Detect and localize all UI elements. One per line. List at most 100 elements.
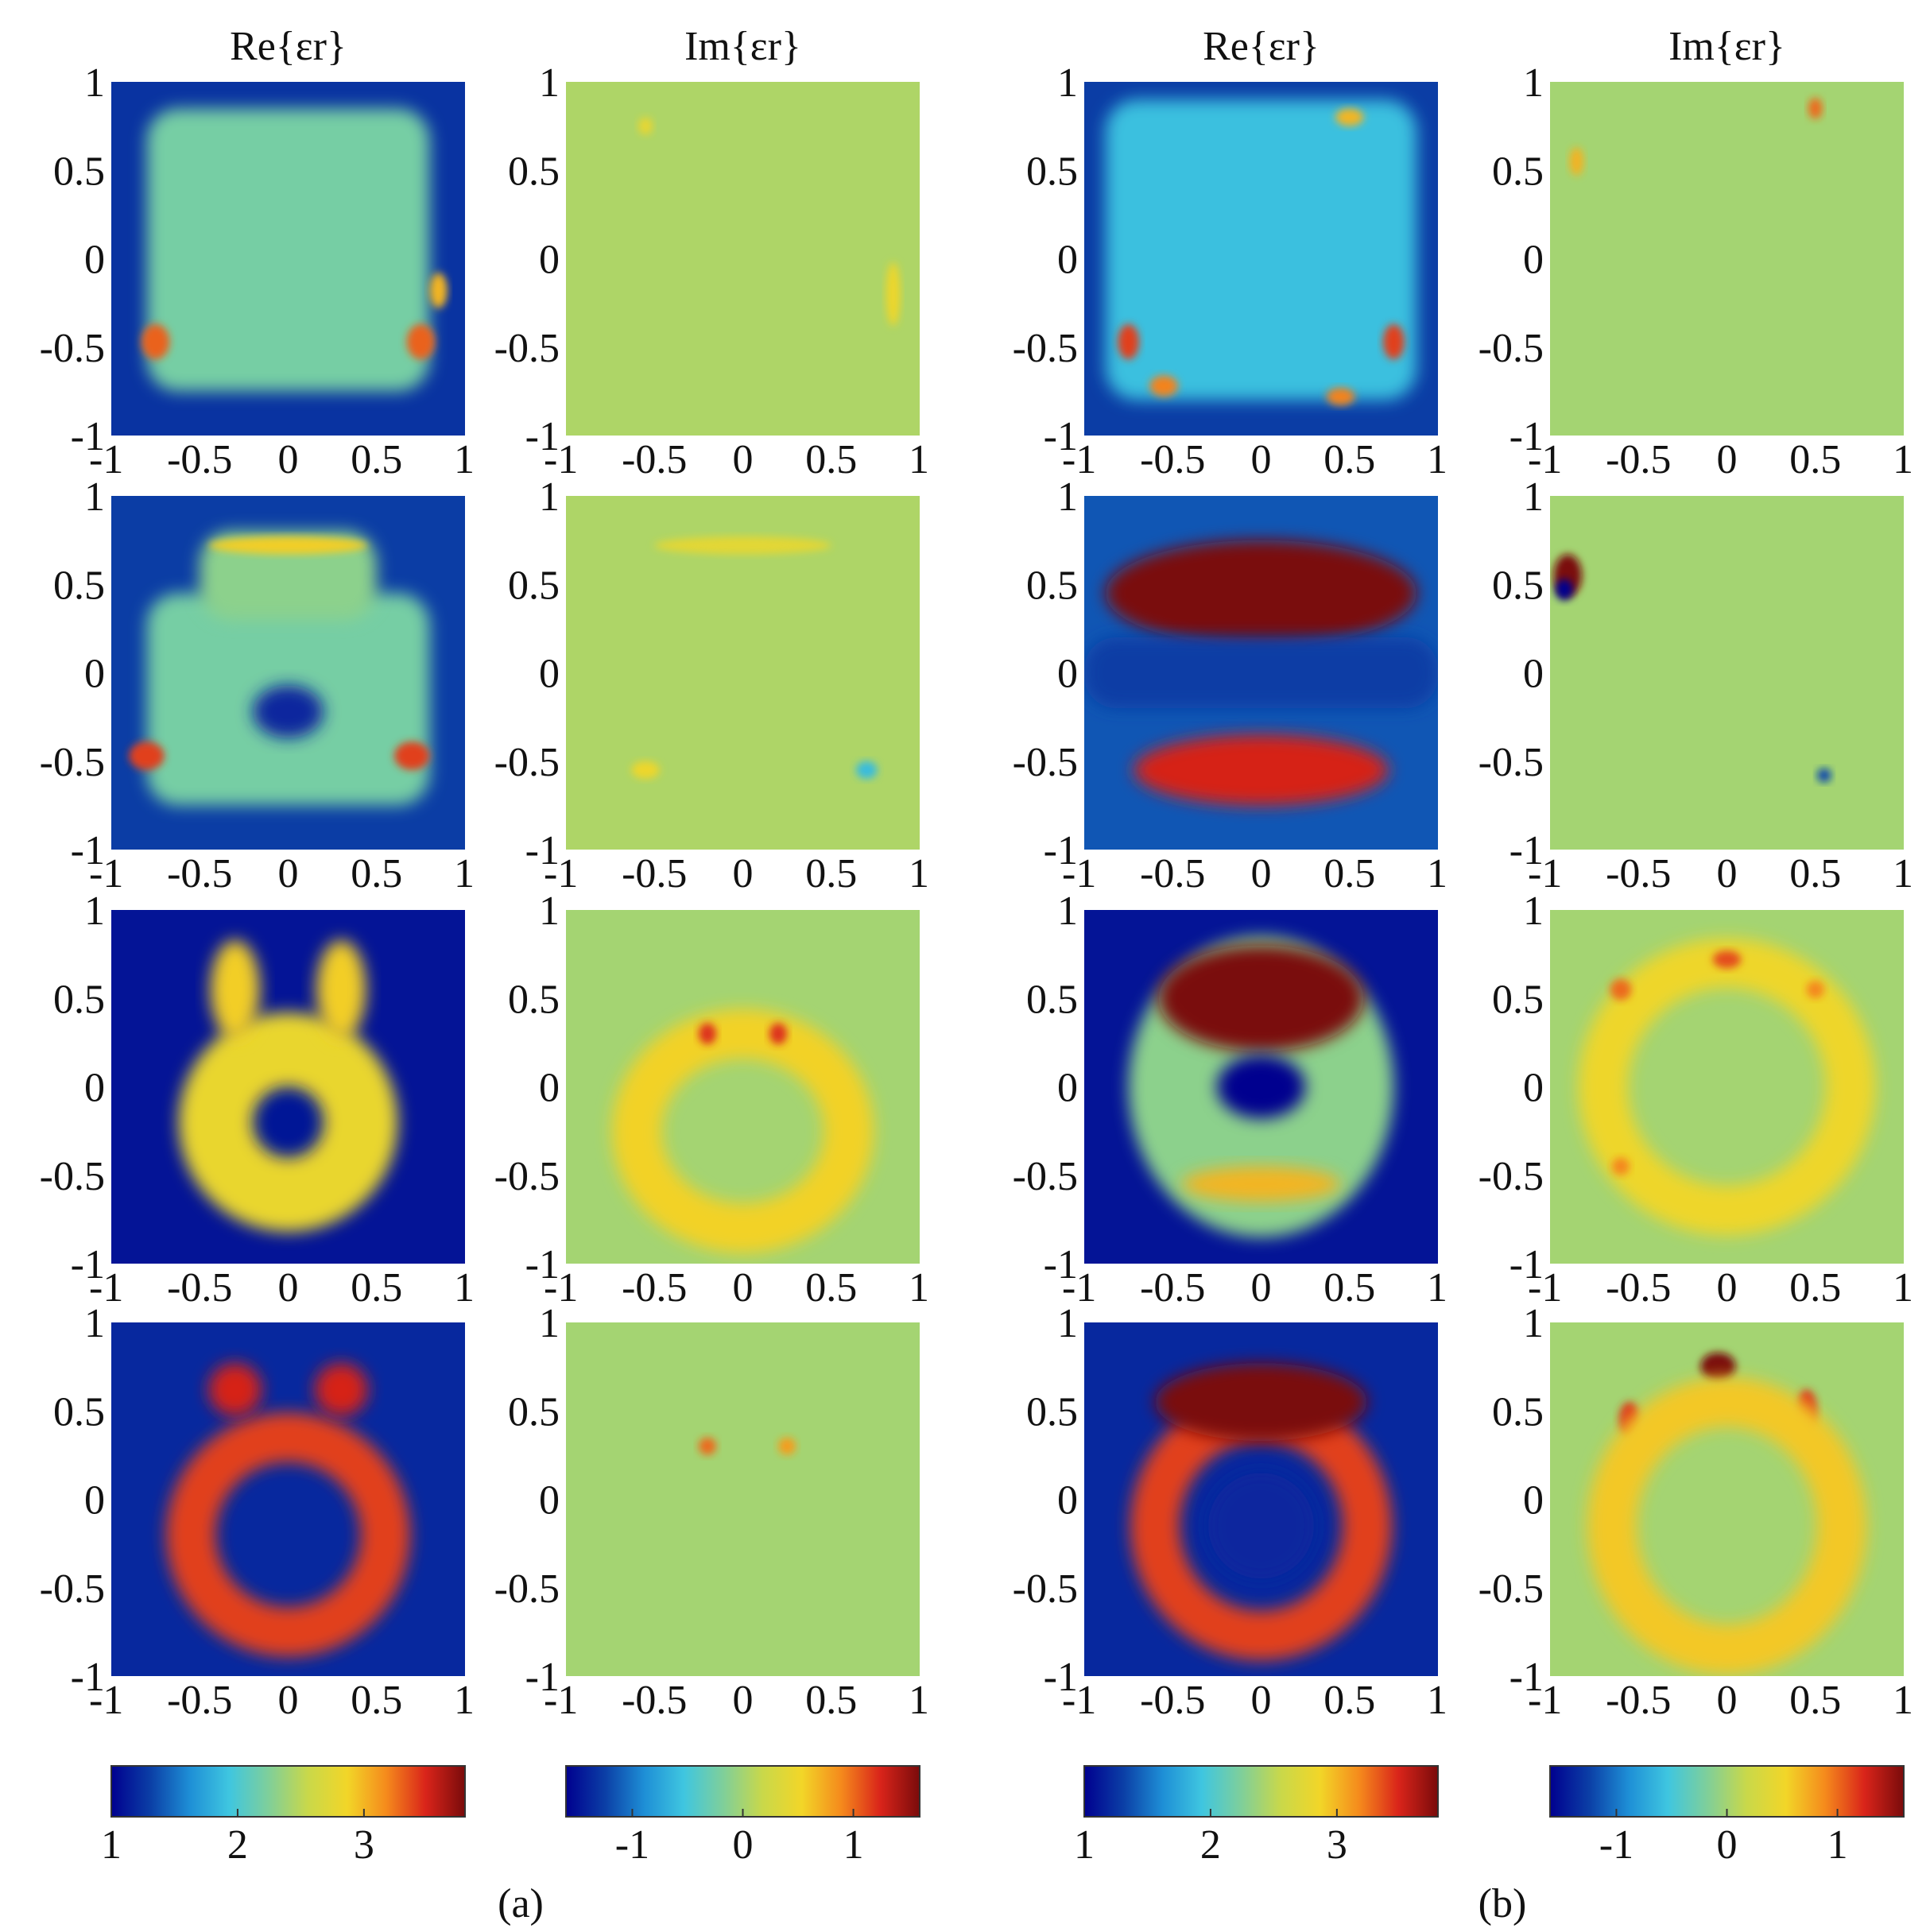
x-tick-label: -0.5 [1140,1678,1205,1723]
panel-background [1550,82,1904,436]
heat-feature-blob [1383,323,1405,360]
x-tick-label: 0 [733,851,754,896]
heat-feature-blob [769,1023,788,1045]
panel-background [566,1322,920,1676]
column-header-3: Re{εr} [1203,24,1320,69]
colorbar-1: 1 2 3 [101,1765,466,1868]
heat-feature-box [200,531,377,620]
colorbar-2: -1 0 1 [565,1765,920,1868]
heat-feature-ring [165,1412,411,1657]
heat-feature-blob [1335,108,1364,126]
y-tick-label: -0.5 [1013,1566,1078,1612]
x-tick-label: -1 [1062,1678,1096,1723]
x-tick-label: -0.5 [1140,1265,1205,1311]
heat-feature-blob [1610,978,1632,1001]
x-tick-label: -1 [544,851,578,896]
y-tick-label: 0.5 [508,977,560,1022]
heat-feature-blob [698,1023,717,1045]
x-tick-label: -1 [89,1265,123,1311]
y-tick-label: -0.5 [1479,1566,1544,1612]
y-tick-label: 0.5 [1026,563,1078,608]
y-tick-label: 0 [1057,652,1078,697]
y-tick-label: 0 [1057,1478,1078,1524]
colorbar-gradient [1083,1765,1439,1818]
y-tick-label: -0.5 [494,740,560,785]
colorbar-tick-label: 2 [227,1822,248,1868]
panel-r4-c4 [1550,1322,1904,1676]
x-tick-label: 0.5 [351,437,402,482]
x-tick-label: 1 [1427,1678,1448,1723]
y-tick-label: 1 [84,889,105,934]
x-tick-label: 0.5 [1789,1265,1841,1311]
y-tick-label: 0 [84,238,105,283]
y-tick-label: -1 [525,414,560,459]
x-tick-label: 1 [909,851,929,896]
heat-feature-ellipse [1105,540,1417,647]
heat-feature-ellipse [208,1363,262,1416]
x-tick-label: 1 [1893,851,1913,896]
y-tick-label: 1 [1523,474,1544,520]
heat-feature-blob [429,273,448,308]
panel-r1-c4 [1550,82,1904,436]
heat-feature-blob [1808,98,1823,119]
y-tick-label: 0.5 [508,149,560,194]
heat-feature-ellipse [1181,1166,1341,1202]
heat-feature-box [1084,637,1438,708]
y-tick-label: -1 [1510,1242,1544,1287]
colorbar-tick-label: 1 [843,1822,864,1868]
x-tick-label: -1 [1062,437,1096,482]
heat-feature-blob [208,536,368,555]
x-tick-label: -0.5 [1606,851,1671,896]
y-tick-label: 0.5 [53,977,105,1022]
x-tick-label: 0 [278,1678,299,1723]
panel-r2-c3 [1084,496,1438,850]
y-tick-label: 1 [1057,889,1078,934]
panel-r1-c3 [1084,82,1438,436]
x-tick-label: 0 [1717,851,1738,896]
y-tick-label: 0.5 [53,149,105,194]
y-tick-label: 0 [84,1066,105,1111]
panel-background [566,496,920,850]
y-tick-label: -0.5 [494,1154,560,1199]
x-tick-label: 0 [278,437,299,482]
y-tick-label: -0.5 [40,740,105,785]
x-tick-label: 0.5 [351,1265,402,1311]
x-tick-label: 0 [1251,437,1272,482]
colorbar-tick-label: 2 [1200,1822,1221,1868]
y-tick-label: 0 [1523,1066,1544,1111]
heat-feature-blob [778,1437,796,1455]
x-tick-label: -1 [89,851,123,896]
x-tick-label: 0.5 [1323,1678,1375,1723]
y-tick-label: 0 [1523,652,1544,697]
heat-feature-box [1105,99,1417,401]
y-tick-label: -0.5 [1013,326,1078,371]
panel-r3-c4 [1550,910,1904,1264]
x-tick-label: 1 [909,1265,929,1311]
colorbar-3: 1 2 3 [1074,1765,1439,1868]
y-tick-label: -1 [1510,828,1544,873]
y-tick-label: -0.5 [1013,740,1078,785]
x-tick-label: 1 [909,1678,929,1723]
x-tick-label: 0.5 [1789,1678,1841,1723]
x-tick-label: -0.5 [1140,851,1205,896]
y-tick-label: 0.5 [1026,149,1078,194]
x-tick-label: -1 [1528,851,1562,896]
panel-r2-c1 [111,496,465,850]
x-tick-label: 1 [909,437,929,482]
panel-r1-c2 [566,82,920,436]
heat-feature-blob [886,261,901,327]
y-tick-label: 1 [1523,60,1544,106]
heat-feature-blob [1611,1157,1630,1175]
x-tick-label: -1 [544,1265,578,1311]
x-tick-label: -0.5 [167,437,232,482]
colorbar-4: -1 0 1 [1549,1765,1905,1868]
colorbar-gradient [565,1765,920,1818]
column-header-1: Re{εr} [230,24,347,69]
heat-feature-ellipse [210,939,260,1040]
y-tick-label: -1 [1510,414,1544,459]
x-tick-label: 0 [278,1265,299,1311]
x-tick-label: 0.5 [805,437,857,482]
y-tick-label: -1 [525,828,560,873]
y-tick-label: 0 [84,652,105,697]
y-tick-label: -1 [525,1655,560,1700]
